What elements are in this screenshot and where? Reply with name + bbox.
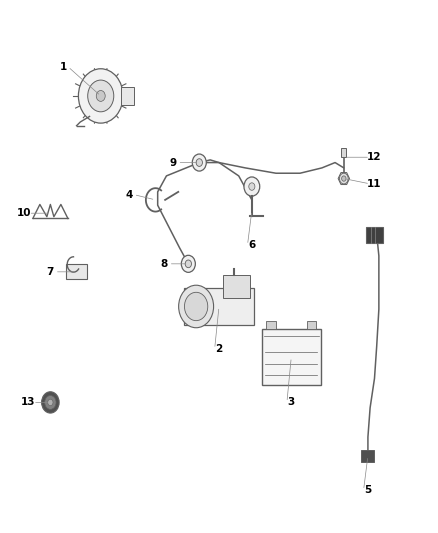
Bar <box>66 264 87 279</box>
Circle shape <box>342 176 346 181</box>
Circle shape <box>185 260 191 268</box>
Bar <box>266 320 276 329</box>
Text: 8: 8 <box>161 259 168 269</box>
Bar <box>307 320 316 329</box>
Text: 1: 1 <box>60 62 67 71</box>
Text: 10: 10 <box>17 208 32 218</box>
Circle shape <box>78 69 123 123</box>
Circle shape <box>196 159 202 166</box>
Circle shape <box>96 91 105 101</box>
Text: 4: 4 <box>126 190 133 199</box>
Circle shape <box>184 292 208 321</box>
Bar <box>121 87 134 105</box>
Text: 13: 13 <box>21 398 36 407</box>
Bar <box>341 148 346 157</box>
Text: 11: 11 <box>367 179 382 189</box>
Polygon shape <box>338 173 350 184</box>
Text: 6: 6 <box>248 240 255 250</box>
Circle shape <box>192 154 206 171</box>
Bar <box>262 329 321 385</box>
Circle shape <box>244 177 260 196</box>
Text: 7: 7 <box>47 267 54 277</box>
Circle shape <box>88 80 114 112</box>
Bar <box>184 288 254 325</box>
Circle shape <box>48 399 53 406</box>
Text: 12: 12 <box>367 152 382 162</box>
Circle shape <box>42 392 59 413</box>
Circle shape <box>181 255 195 272</box>
Circle shape <box>339 173 348 184</box>
Text: 2: 2 <box>215 344 223 354</box>
Text: 9: 9 <box>170 158 177 167</box>
Circle shape <box>45 395 56 409</box>
Bar <box>366 227 383 243</box>
Bar <box>223 275 250 298</box>
Circle shape <box>179 285 214 328</box>
Circle shape <box>249 183 255 190</box>
Bar <box>361 450 374 462</box>
Text: 5: 5 <box>364 486 371 495</box>
Text: 3: 3 <box>288 398 295 407</box>
